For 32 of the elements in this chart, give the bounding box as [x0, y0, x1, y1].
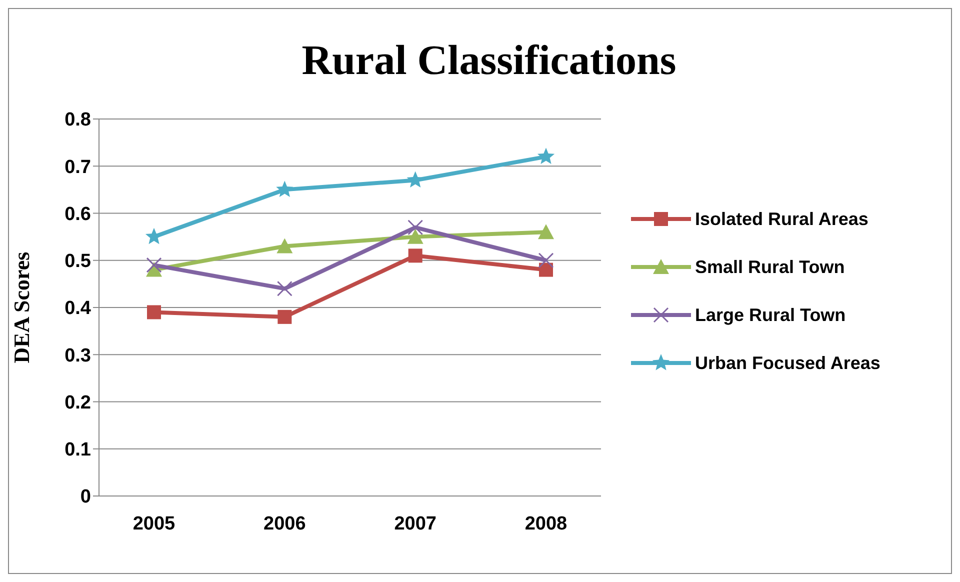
- chart-title: Rural Classifications: [300, 37, 678, 85]
- point: [538, 224, 554, 240]
- legend-label: Large Rural Town: [695, 304, 846, 326]
- y-tick-label: 0.5: [64, 251, 92, 272]
- point: [408, 248, 422, 263]
- y-axis-title: DEA Scores: [8, 251, 34, 364]
- y-tick-label: 0.2: [64, 392, 91, 414]
- point: [147, 305, 161, 320]
- point: [537, 148, 555, 164]
- y-tick-label: 0.1: [64, 440, 92, 461]
- x-tick-label: 2007: [394, 513, 436, 534]
- y-tick-label: 0.6: [64, 204, 91, 225]
- y-tick-label: 0.3: [64, 345, 91, 366]
- x-tick-label: 2005: [132, 513, 176, 534]
- point: [276, 280, 292, 296]
- point: [276, 180, 294, 197]
- legend-label: Small Rural Town: [695, 256, 845, 278]
- point: [407, 228, 424, 244]
- legend-label: Isolated Rural Areas: [695, 208, 868, 230]
- y-tick-label: 0: [80, 486, 91, 508]
- y-tick-label: 0.4: [64, 298, 92, 320]
- y-tick-label: 0.7: [64, 156, 91, 178]
- point: [278, 310, 292, 324]
- point: [146, 257, 162, 273]
- point: [408, 220, 424, 236]
- point: [539, 262, 553, 277]
- legend-label: Urban Focused Areas: [695, 352, 880, 374]
- x-tick-label: 2008: [524, 513, 568, 534]
- x-tick-label: 2006: [264, 513, 306, 534]
- y-tick-label: 0.8: [64, 110, 91, 131]
- point: [276, 238, 293, 254]
- point: [538, 252, 554, 268]
